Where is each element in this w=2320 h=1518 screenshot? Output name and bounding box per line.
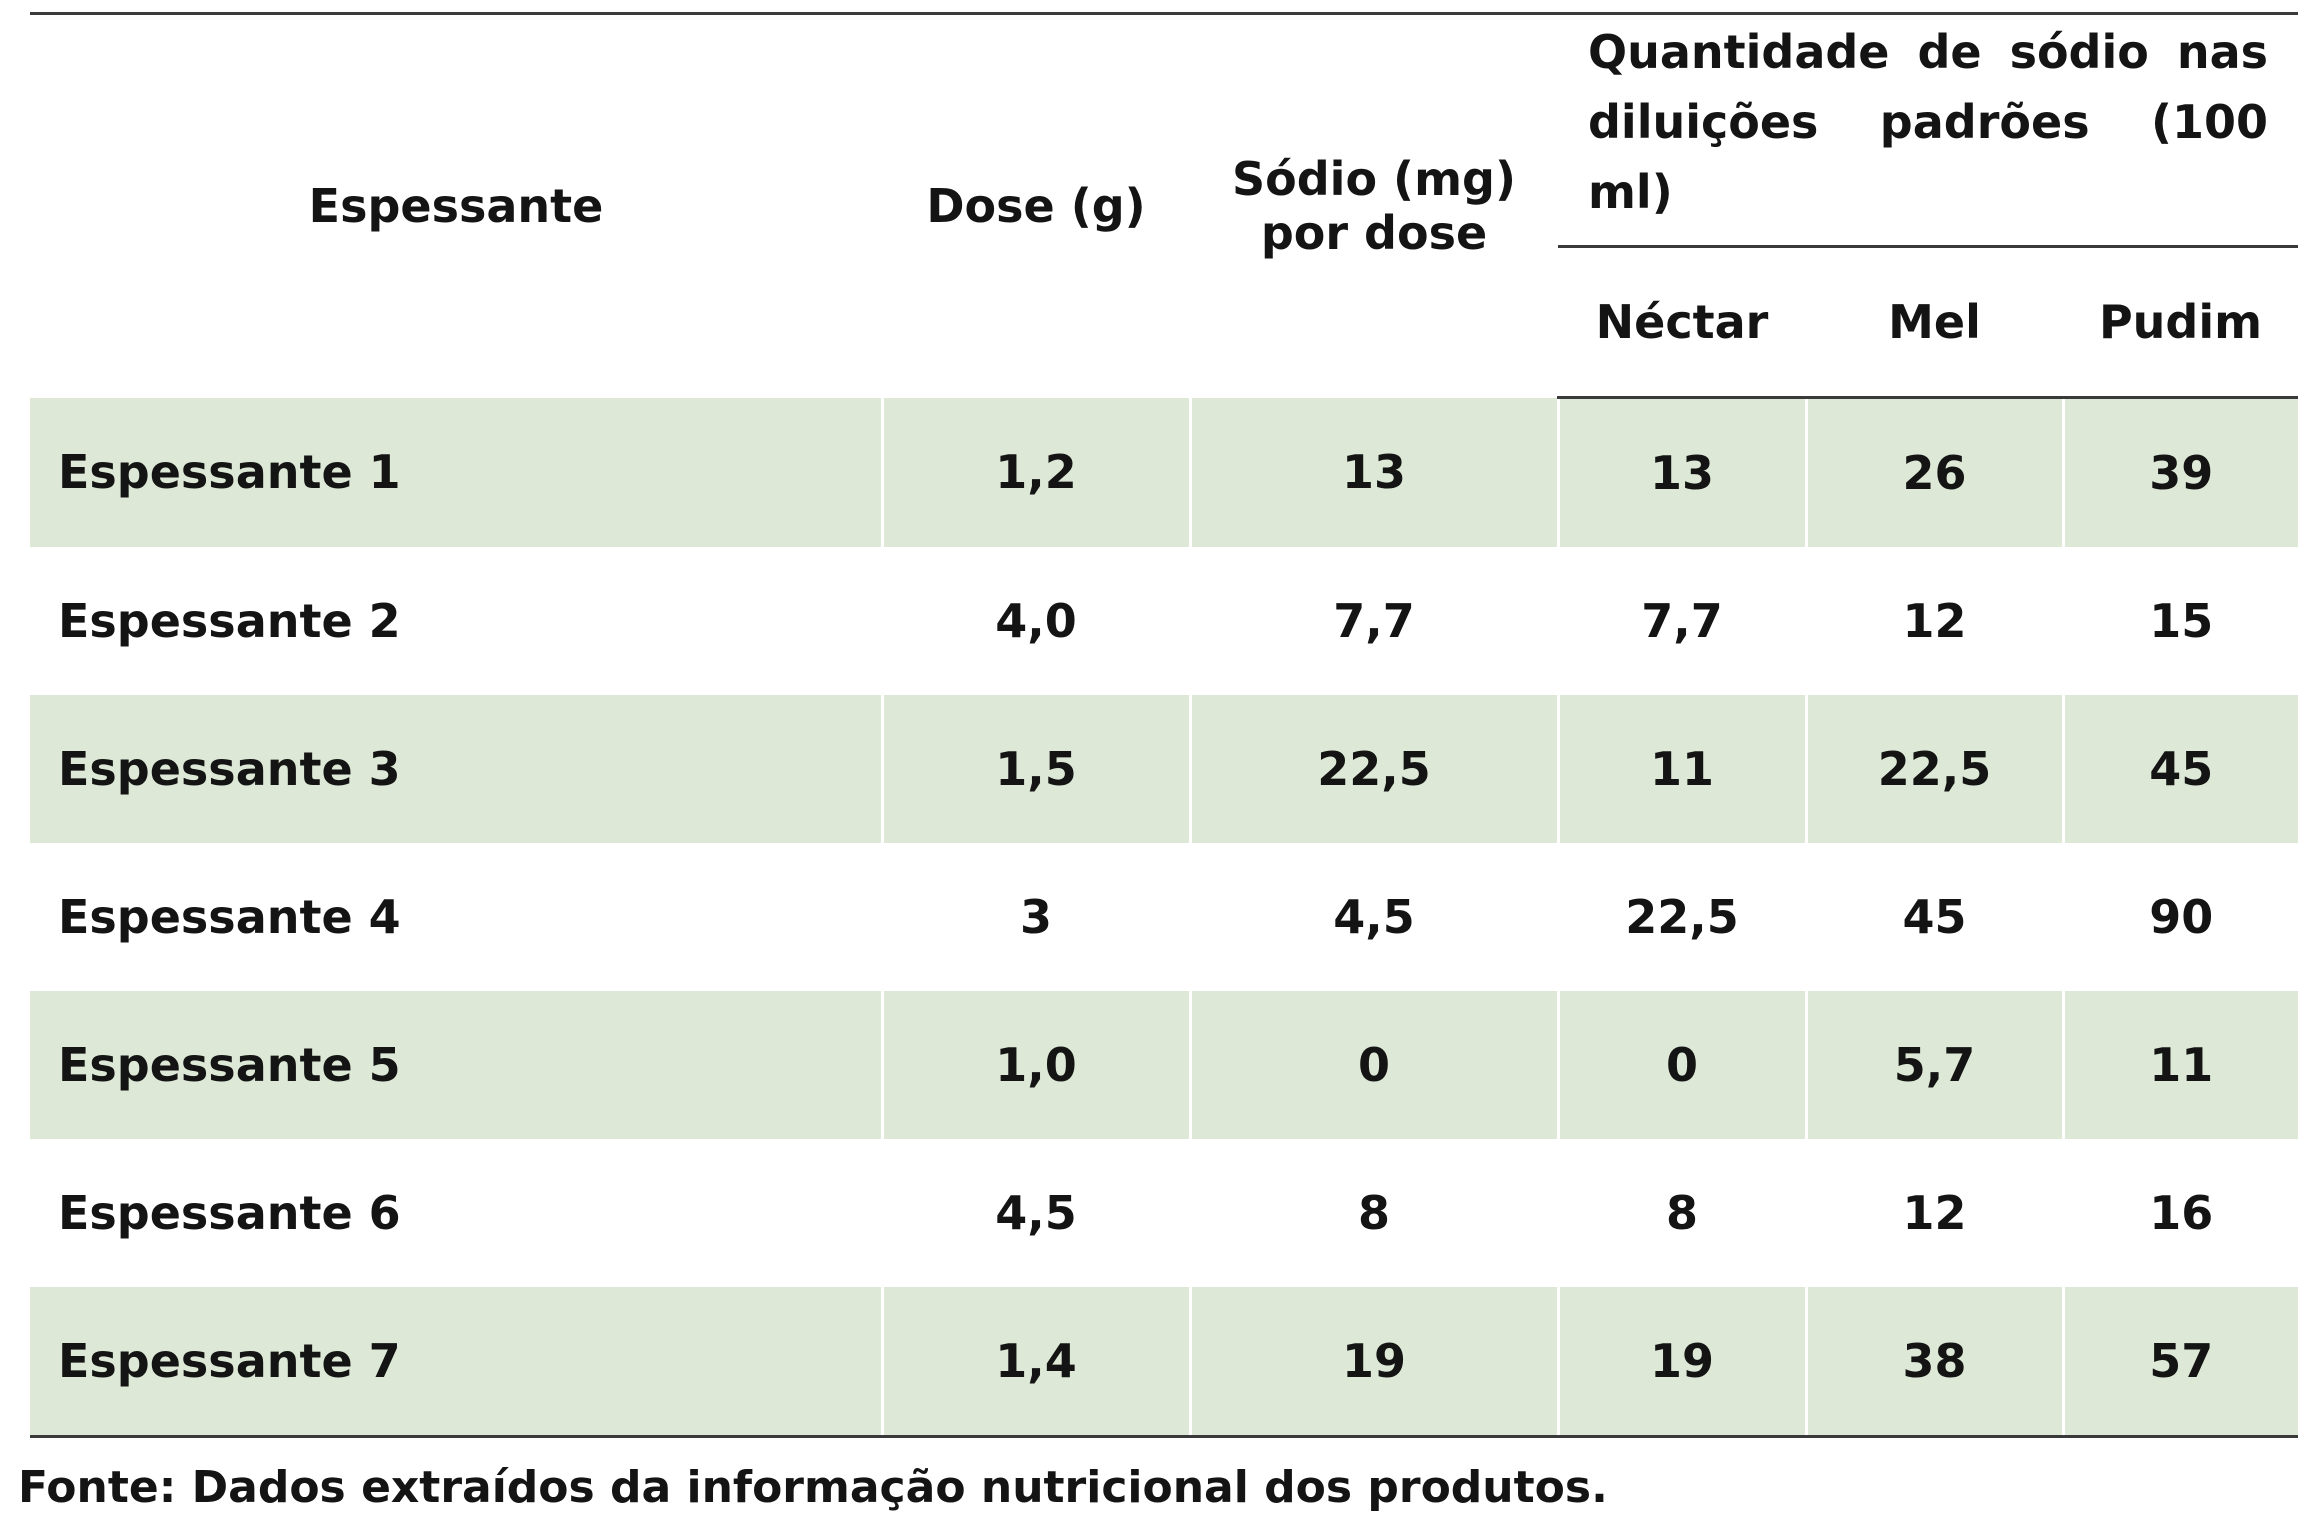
header-sodio-line2: por dose	[1260, 206, 1488, 261]
cell-sodio: 19	[1188, 1287, 1558, 1438]
cell-dose: 3	[880, 843, 1190, 991]
cell-nectar: 19	[1556, 1287, 1806, 1438]
header-group-line1: Quantidade de sódio nas	[1588, 25, 2268, 79]
table-row: Espessante 4 3 4,5 22,5 45 90	[30, 843, 2298, 991]
cell-sodio: 4,5	[1188, 843, 1558, 991]
header-mel: Mel	[1806, 248, 2063, 399]
table-row: Espessante 5 1,0 0 0 5,7 11	[30, 991, 2298, 1139]
row-label: Espessante 7	[30, 1287, 882, 1438]
cell-mel: 26	[1804, 397, 2063, 547]
cell-pudim: 57	[2061, 1287, 2298, 1438]
header-group-rule	[1558, 245, 2298, 248]
cell-sodio: 22,5	[1188, 695, 1558, 843]
cell-nectar: 7,7	[1556, 547, 1806, 695]
cell-nectar: 22,5	[1556, 843, 1806, 991]
header-group-line2: diluições padrões (100 ml)	[1588, 95, 2268, 219]
header-sodio-line1: Sódio (mg)	[1232, 152, 1516, 207]
table-row: Espessante 3 1,5 22,5 11 22,5 45	[30, 695, 2298, 843]
cell-dose: 4,0	[880, 547, 1190, 695]
sodium-table-container: Espessante Dose (g) Sódio (mg) por dose …	[30, 12, 2298, 1438]
cell-nectar: 0	[1556, 991, 1806, 1139]
cell-pudim: 39	[2061, 397, 2298, 547]
cell-nectar: 11	[1556, 695, 1806, 843]
row-label: Espessante 5	[30, 991, 882, 1139]
header-espessante: Espessante	[30, 12, 882, 398]
cell-sodio: 0	[1188, 991, 1558, 1139]
cell-mel: 12	[1804, 547, 2063, 695]
header-nectar: Néctar	[1558, 248, 1806, 399]
cell-pudim: 15	[2061, 547, 2298, 695]
header-group: Quantidade de sódio nas diluições padrõe…	[1558, 12, 2298, 248]
table-row: Espessante 6 4,5 8 8 12 16	[30, 1139, 2298, 1287]
cell-dose: 1,5	[880, 695, 1190, 843]
header-dose: Dose (g)	[882, 12, 1190, 398]
cell-mel: 22,5	[1804, 695, 2063, 843]
cell-pudim: 11	[2061, 991, 2298, 1139]
cell-pudim: 16	[2061, 1139, 2298, 1287]
row-label: Espessante 6	[30, 1139, 882, 1287]
cell-mel: 5,7	[1804, 991, 2063, 1139]
cell-dose: 1,0	[880, 991, 1190, 1139]
cell-nectar: 13	[1556, 397, 1806, 547]
cell-sodio: 8	[1188, 1139, 1558, 1287]
row-label: Espessante 1	[30, 397, 882, 547]
table-row: Espessante 2 4,0 7,7 7,7 12 15	[30, 547, 2298, 695]
sodium-table: Espessante Dose (g) Sódio (mg) por dose …	[30, 12, 2298, 1438]
cell-mel: 45	[1804, 843, 2063, 991]
cell-mel: 12	[1804, 1139, 2063, 1287]
cell-dose: 4,5	[880, 1139, 1190, 1287]
row-label: Espessante 4	[30, 843, 882, 991]
row-label: Espessante 3	[30, 695, 882, 843]
header-sodio: Sódio (mg) por dose	[1190, 12, 1558, 398]
source-note: Fonte: Dados extraídos da informação nut…	[18, 1462, 1608, 1513]
cell-sodio: 13	[1188, 397, 1558, 547]
cell-nectar: 8	[1556, 1139, 1806, 1287]
cell-dose: 1,4	[880, 1287, 1190, 1438]
table-row: Espessante 7 1,4 19 19 38 57	[30, 1287, 2298, 1438]
cell-sodio: 7,7	[1188, 547, 1558, 695]
cell-pudim: 90	[2061, 843, 2298, 991]
table-row: Espessante 1 1,2 13 13 26 39	[30, 397, 2298, 547]
row-label: Espessante 2	[30, 547, 882, 695]
cell-mel: 38	[1804, 1287, 2063, 1438]
cell-dose: 1,2	[880, 397, 1190, 547]
cell-pudim: 45	[2061, 695, 2298, 843]
header-pudim: Pudim	[2063, 248, 2298, 399]
